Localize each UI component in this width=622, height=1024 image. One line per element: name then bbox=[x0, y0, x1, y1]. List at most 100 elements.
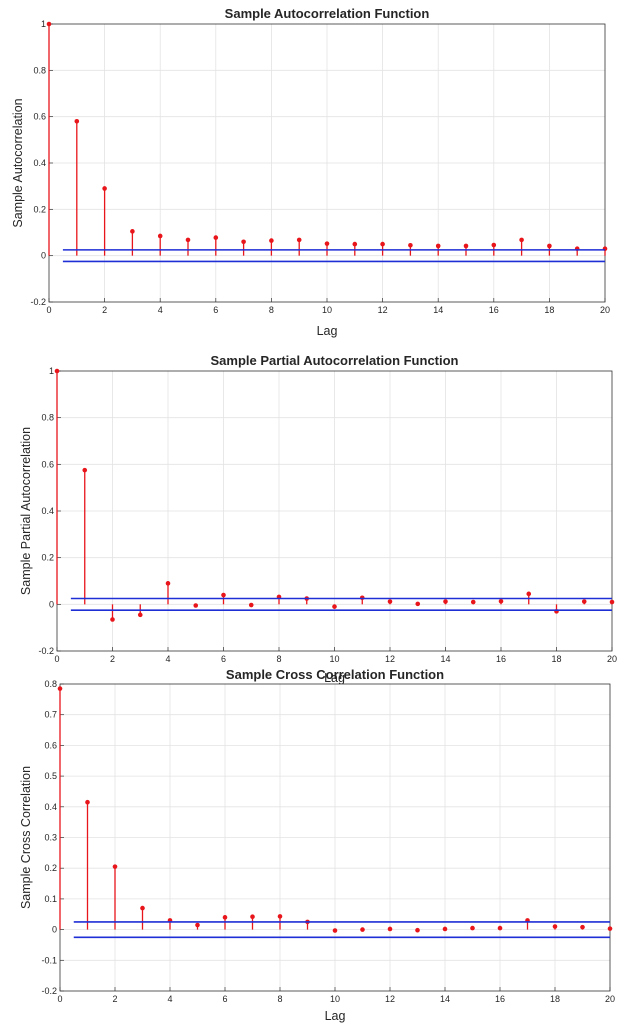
y-tick-label: 0.4 bbox=[33, 158, 46, 168]
x-tick-label: 8 bbox=[276, 654, 281, 664]
x-tick-label: 0 bbox=[46, 305, 51, 315]
chart-3: 0 2 4 6 8 10 12 14 16 18 20 -0.2 -0.1 0 0.1 0.2 0.3 0.4 0.… bbox=[19, 667, 615, 1023]
y-tick-label: 0.3 bbox=[44, 833, 57, 843]
stem-marker bbox=[609, 599, 615, 605]
stem-marker bbox=[277, 914, 283, 919]
y-tick-label: 0.1 bbox=[44, 894, 57, 904]
stem-marker bbox=[387, 926, 393, 932]
x-tick-label: 20 bbox=[607, 654, 617, 664]
y-axis-label: Sample Partial Autocorrelation bbox=[19, 427, 33, 595]
x-tick-label: 10 bbox=[322, 305, 332, 315]
y-tick-label: 0.7 bbox=[44, 710, 57, 720]
stem-marker bbox=[46, 21, 52, 27]
chart-title: Sample Cross Correlation Function bbox=[226, 667, 444, 682]
stem-marker bbox=[269, 238, 274, 243]
x-tick-label: 12 bbox=[385, 654, 395, 664]
stem-marker bbox=[250, 914, 255, 920]
x-tick-label: 16 bbox=[496, 654, 506, 664]
stem-marker bbox=[415, 927, 420, 933]
stem-marker bbox=[443, 599, 448, 604]
stem-marker bbox=[195, 922, 200, 928]
stem-marker bbox=[435, 243, 441, 249]
stem-marker bbox=[497, 925, 503, 931]
y-tick-label: 0 bbox=[49, 599, 54, 609]
stem-marker bbox=[387, 599, 393, 604]
stem-marker bbox=[526, 591, 532, 597]
x-tick-label: 2 bbox=[112, 994, 117, 1004]
stem-marker bbox=[82, 467, 88, 473]
stem-marker bbox=[241, 239, 246, 245]
y-tick-label: 0.2 bbox=[44, 863, 57, 873]
y-tick-label: 0 bbox=[52, 925, 57, 935]
y-axis-label: Sample Cross Correlation bbox=[19, 766, 33, 909]
stem-marker bbox=[332, 604, 337, 609]
stem-marker bbox=[607, 926, 613, 931]
x-tick-label: 14 bbox=[440, 654, 450, 664]
x-tick-label: 0 bbox=[54, 654, 59, 664]
stem-marker bbox=[85, 799, 90, 805]
y-tick-label: 0.8 bbox=[44, 679, 57, 689]
x-tick-label: 16 bbox=[495, 994, 505, 1004]
stem-marker bbox=[110, 617, 115, 622]
chart-2: 0 2 4 6 8 10 12 14 16 18 20-0.200.20.40.60.81Sampl… bbox=[19, 353, 617, 685]
x-tick-label: 2 bbox=[102, 305, 107, 315]
stem-marker bbox=[547, 243, 552, 249]
y-tick-label: 0.4 bbox=[41, 506, 54, 516]
y-tick-label: -0.2 bbox=[41, 986, 57, 996]
y-tick-label: 0.8 bbox=[33, 65, 46, 75]
y-tick-label: -0.1 bbox=[41, 955, 57, 965]
x-tick-label: 18 bbox=[551, 654, 561, 664]
stem-marker bbox=[360, 927, 365, 932]
stem-marker bbox=[470, 925, 475, 931]
x-axis-label: Lag bbox=[325, 1009, 346, 1023]
y-tick-label: 0.2 bbox=[41, 553, 54, 563]
y-tick-label: 0.4 bbox=[44, 802, 57, 812]
stem-marker bbox=[57, 686, 63, 691]
stem-marker bbox=[581, 599, 587, 604]
chart-title: Sample Autocorrelation Function bbox=[225, 6, 430, 21]
stem-marker bbox=[54, 368, 60, 374]
stem-marker bbox=[102, 186, 107, 191]
x-tick-label: 4 bbox=[165, 654, 170, 664]
x-tick-label: 8 bbox=[269, 305, 274, 315]
stem-marker bbox=[580, 924, 585, 930]
x-tick-label: 6 bbox=[222, 994, 227, 1004]
x-tick-label: 16 bbox=[489, 305, 499, 315]
x-tick-label: 20 bbox=[600, 305, 610, 315]
stem-marker bbox=[491, 242, 497, 248]
y-tick-label: -0.2 bbox=[30, 297, 46, 307]
y-tick-label: 0.2 bbox=[33, 204, 46, 214]
stem-marker bbox=[221, 592, 226, 598]
y-tick-label: 0.6 bbox=[44, 740, 57, 750]
stem-marker bbox=[463, 243, 469, 249]
chart-1: 0 2 4 6 8 10 12 14 16 18 20-0.200.20.40.60.81Sampl… bbox=[11, 6, 610, 338]
x-tick-label: 4 bbox=[158, 305, 163, 315]
x-tick-label: 20 bbox=[605, 994, 615, 1004]
x-tick-label: 0 bbox=[57, 994, 62, 1004]
stem-marker bbox=[470, 599, 476, 605]
x-tick-label: 18 bbox=[550, 994, 560, 1004]
stem-marker bbox=[498, 599, 504, 604]
y-tick-label: 1 bbox=[41, 19, 46, 29]
x-axis-label: Lag bbox=[317, 324, 338, 338]
x-tick-label: 8 bbox=[277, 994, 282, 1004]
stem-marker bbox=[74, 119, 80, 124]
stem-marker bbox=[519, 237, 524, 243]
y-tick-label: 1 bbox=[49, 366, 54, 376]
stem-marker bbox=[332, 928, 338, 933]
x-axis-label: Lag bbox=[324, 671, 345, 685]
stem-marker bbox=[324, 241, 330, 246]
stem-marker bbox=[185, 237, 191, 243]
x-tick-label: 10 bbox=[330, 994, 340, 1004]
stem-marker bbox=[415, 601, 421, 607]
stem-marker bbox=[380, 241, 385, 247]
stem-marker bbox=[408, 242, 413, 248]
stem-marker bbox=[112, 864, 118, 869]
stem-marker bbox=[296, 237, 302, 243]
y-tick-label: 0.6 bbox=[41, 459, 54, 469]
stem-marker bbox=[137, 612, 143, 618]
stem-marker bbox=[140, 905, 145, 911]
stem-marker bbox=[130, 229, 135, 234]
